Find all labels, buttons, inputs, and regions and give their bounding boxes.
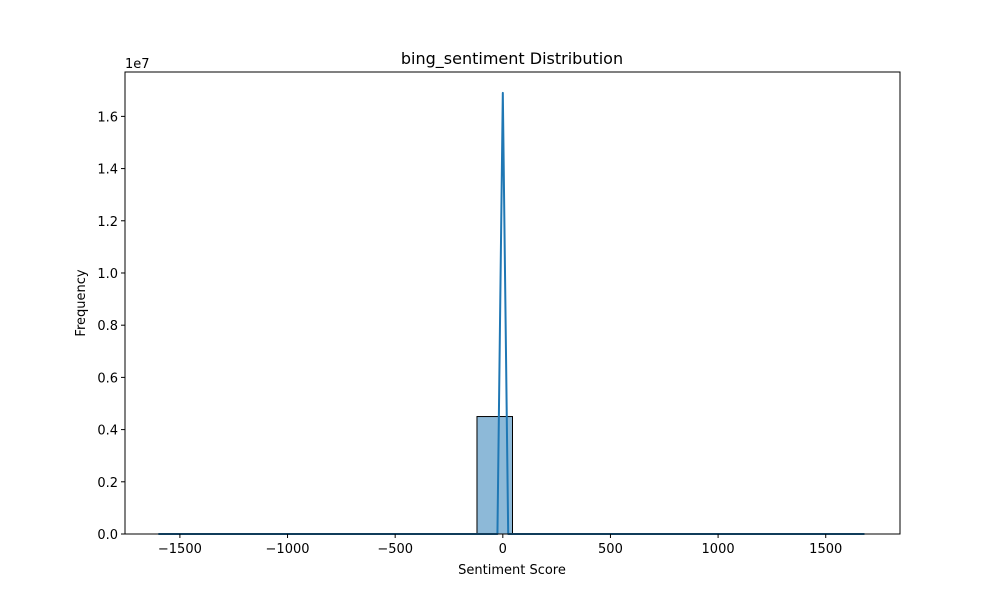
bars-layer	[158, 416, 865, 535]
x-tick-label: −500	[377, 542, 413, 557]
y-tick-label: 0.4	[97, 424, 118, 439]
x-tick-label: −1000	[266, 542, 310, 557]
y-tick-label: 0.6	[97, 371, 118, 386]
y-tick-label: 0.2	[97, 476, 118, 491]
x-axis-label: Sentiment Score	[458, 563, 566, 578]
y-tick-label: 1.2	[97, 215, 118, 230]
plot-frame	[124, 71, 901, 535]
y-tick-label: 0.8	[97, 319, 118, 334]
x-tick-label: 0	[499, 542, 507, 557]
y-tick-label: 0.0	[97, 528, 118, 543]
x-tick-label: −1500	[158, 542, 202, 557]
y-tick-label: 1.4	[97, 163, 118, 178]
x-tick-label: 500	[598, 542, 623, 557]
y-axis: 0.0 0.2 0.4 0.6 0.8 1.0 1.2 1.4 1.6	[97, 110, 125, 543]
y-offset-label: 1e7	[125, 57, 150, 72]
chart-title: bing_sentiment Distribution	[401, 49, 623, 69]
y-tick-label: 1.6	[97, 110, 118, 125]
x-tick-label: 1500	[809, 542, 842, 557]
y-axis-label: Frequency	[74, 269, 89, 336]
x-axis: −1500 −1000 −500 0 500 1000 1500	[158, 534, 842, 557]
y-tick-label: 1.0	[97, 267, 118, 282]
x-tick-label: 1000	[702, 542, 735, 557]
